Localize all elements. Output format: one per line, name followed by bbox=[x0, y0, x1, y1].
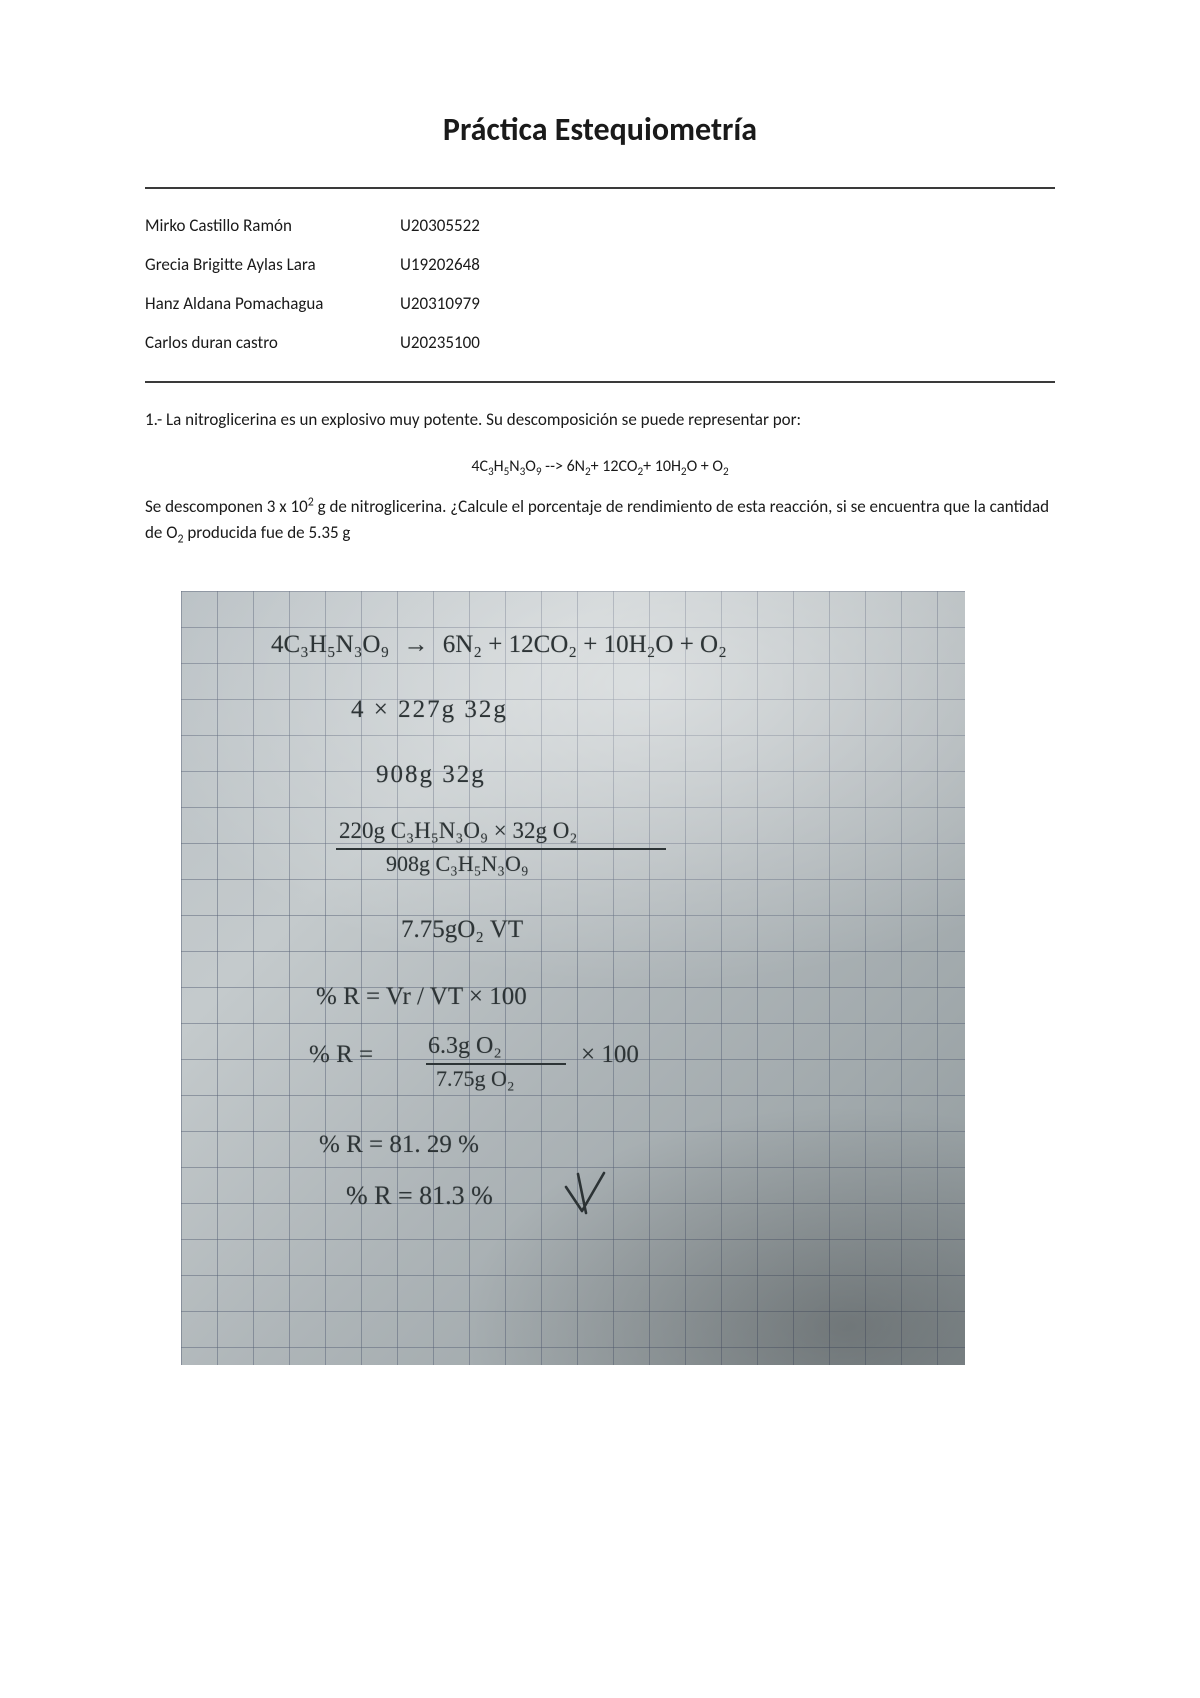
student-id: U20235100 bbox=[400, 332, 480, 353]
handwritten-photo: 4C₃H₅N₃O₉ → 6N₂ + 12CO₂ + 10H₂O + O₂ 4 ×… bbox=[181, 591, 965, 1365]
problem-block: 1.- La nitroglicerina es un explosivo mu… bbox=[145, 383, 1055, 549]
hw-line: 4 × 227g 32g bbox=[351, 696, 508, 724]
student-row: Mirko Castillo Ramón U20305522 bbox=[145, 215, 1055, 236]
problem-intro: 1.- La nitroglicerina es un explosivo mu… bbox=[145, 407, 1055, 433]
hw-fraction-bar bbox=[426, 1063, 566, 1065]
hw-line: % R = Vr / VT × 100 bbox=[316, 983, 527, 1011]
hw-line: 908g 32g bbox=[376, 761, 486, 789]
hw-fraction-bar bbox=[336, 848, 666, 850]
check-mark-icon bbox=[560, 1169, 610, 1219]
question-pre: Se descomponen 3 x 10 bbox=[145, 496, 308, 517]
question-post: producida fue de 5.35 g bbox=[184, 522, 351, 543]
student-name: Mirko Castillo Ramón bbox=[145, 215, 400, 236]
hw-equation: 4C₃H₅N₃O₉ → 6N₂ + 12CO₂ + 10H₂O + O₂ bbox=[271, 631, 727, 659]
student-name: Grecia Brigitte Aylas Lara bbox=[145, 254, 400, 275]
hw-eq-rhs: 6N₂ + 12CO₂ + 10H₂O + O₂ bbox=[443, 631, 727, 658]
hw-result: % R = 81.3 % bbox=[346, 1181, 493, 1211]
student-row: Grecia Brigitte Aylas Lara U19202648 bbox=[145, 254, 1055, 275]
problem-question: Se descomponen 3 x 102 g de nitrogliceri… bbox=[145, 494, 1055, 549]
hw-fraction-denominator: 908g C₃H₅N₃O₉ bbox=[386, 851, 529, 877]
hw-line: × 100 bbox=[581, 1041, 639, 1069]
hw-eq-lhs: 4C₃H₅N₃O₉ bbox=[271, 631, 389, 658]
student-row: Hanz Aldana Pomachagua U20310979 bbox=[145, 293, 1055, 314]
student-id: U20305522 bbox=[400, 215, 480, 236]
student-name: Carlos duran castro bbox=[145, 332, 400, 353]
hw-line: % R = 81. 29 % bbox=[319, 1131, 479, 1159]
arrow-icon: → bbox=[403, 631, 428, 659]
student-row: Carlos duran castro U20235100 bbox=[145, 332, 1055, 353]
equation-line: 4C3H5N3O9 --> 6N2+ 12CO2+ 10H2O + O2 bbox=[145, 447, 1055, 495]
hw-fraction-numerator: 6.3g O₂ bbox=[428, 1033, 502, 1060]
students-list: Mirko Castillo Ramón U20305522 Grecia Br… bbox=[145, 189, 1055, 381]
student-id: U19202648 bbox=[400, 254, 480, 275]
page-title: Práctica Estequiometría bbox=[145, 110, 1055, 149]
hw-fraction-denominator: 7.75g O₂ bbox=[436, 1066, 515, 1092]
student-name: Hanz Aldana Pomachagua bbox=[145, 293, 400, 314]
student-id: U20310979 bbox=[400, 293, 480, 314]
hw-line: 7.75gO₂ VT bbox=[401, 916, 523, 944]
hw-fraction-numerator: 220g C₃H₅N₃O₉ × 32g O₂ bbox=[339, 818, 577, 844]
hw-line: % R = bbox=[309, 1041, 373, 1069]
